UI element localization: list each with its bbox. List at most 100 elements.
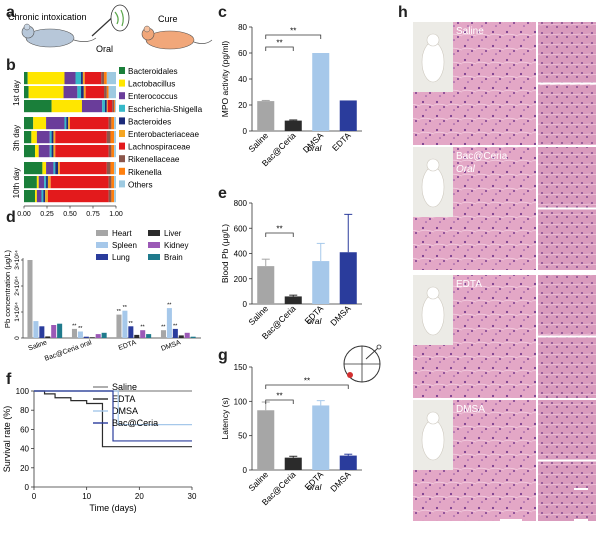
stacked-bar-segment <box>24 131 32 144</box>
bar <box>339 252 357 304</box>
category-label: Saline <box>246 469 270 493</box>
chronic-intoxication-label: Chronic intoxication <box>8 12 87 22</box>
stacked-bar-segment <box>42 162 47 175</box>
legend-swatch <box>119 104 125 112</box>
legend-label: Liver <box>164 229 182 238</box>
stacked-bar-segment <box>106 162 111 175</box>
panel-b-microbiome-chart: 0.00 0.25 0.50 0.75 1.00 Bacteroidales Lactob… <box>12 67 203 218</box>
stacked-bar-segment <box>44 176 47 189</box>
legend-label: Escherichia-Shigella <box>128 105 203 114</box>
mouse-body <box>421 419 445 461</box>
legend-swatch <box>119 167 125 175</box>
significance-label: ** <box>140 325 145 331</box>
legend-swatch <box>119 155 125 163</box>
significance-label: ** <box>72 323 77 329</box>
bar <box>122 310 128 338</box>
stacked-bar-segment <box>111 176 115 189</box>
stacked-bar-segment <box>104 72 107 85</box>
bar <box>184 332 190 338</box>
legend-label: Brain <box>164 253 183 262</box>
category-label: Saline <box>246 303 270 327</box>
panel-letter-e: e <box>218 185 227 202</box>
day-label: 3th day <box>12 125 21 151</box>
legend-label: Lactobacillus <box>128 80 175 89</box>
bar <box>83 336 89 338</box>
panel-f-survival-chart: 0 20 40 60 80 100 0 10 20 30 Time (days) Survival r… <box>2 382 197 513</box>
stacked-bar-segment <box>53 131 56 144</box>
bar <box>57 323 63 338</box>
legend-label: Bac@Ceria <box>112 418 158 428</box>
stacked-bar-segment <box>66 117 69 130</box>
y-tick-label: 200 <box>234 275 248 284</box>
stacked-bar-segment <box>114 145 116 158</box>
histology-label: Saline <box>456 26 484 37</box>
bar <box>128 326 134 338</box>
histology-zoom-image <box>538 147 596 208</box>
bar <box>312 261 330 304</box>
stacked-bar-segment <box>38 176 45 189</box>
stacked-bar-segment <box>108 145 112 158</box>
mouse-head <box>426 33 440 47</box>
legend-swatch <box>119 117 125 125</box>
bar <box>284 296 302 304</box>
stacked-bar-segment <box>81 100 103 113</box>
y-tick-label: 0 <box>243 466 248 475</box>
bar <box>45 336 51 338</box>
group-label: Saline <box>27 339 48 352</box>
y-tick-label: 0 <box>25 483 30 492</box>
stacked-bar-segment <box>24 145 36 158</box>
group-label: Bac@Ceria oral <box>44 339 93 363</box>
scale-bar <box>500 519 522 521</box>
scale-bar <box>574 519 588 521</box>
bar <box>172 328 178 338</box>
stacked-bar-segment <box>83 86 86 99</box>
stacked-bar-segment <box>50 176 109 189</box>
x-tick-label: 20 <box>135 492 144 501</box>
histology-label: EDTA <box>456 279 482 290</box>
legend-label: Lachnospiraceae <box>128 143 191 152</box>
legend-label: Kidney <box>164 241 188 250</box>
cured-mouse-icon <box>141 25 213 50</box>
x-tick-label: 30 <box>188 492 197 501</box>
x-tick-label: 10 <box>82 492 91 501</box>
stacked-bar-segment <box>55 131 107 144</box>
bar <box>160 330 166 338</box>
stacked-bar-segment <box>108 117 112 130</box>
legend-swatch <box>148 230 160 236</box>
stacked-bar-segment <box>53 162 56 175</box>
y-tick-label: 3×10¹⁴ <box>14 250 21 270</box>
day-label: 1st day <box>12 80 21 106</box>
legend-label: Enterobacteriaceae <box>128 130 199 139</box>
histology-zoom-image <box>538 337 596 398</box>
y-tick-label: 50 <box>238 432 247 441</box>
histology-zoom-image <box>538 400 596 460</box>
stacked-bar-segment <box>35 190 37 203</box>
cure-label: Cure <box>158 14 178 24</box>
stacked-bar-segment <box>114 162 116 175</box>
legend-swatch <box>96 254 108 260</box>
significance-bracket <box>265 384 349 389</box>
mouse-body <box>421 41 445 83</box>
legend-label: Others <box>128 180 153 189</box>
stacked-bar-segment <box>24 86 29 99</box>
significance-label: ** <box>167 303 172 309</box>
histology-label: Bac@Ceria <box>456 151 508 162</box>
stacked-bar-segment <box>106 72 116 85</box>
histology-zoom-image <box>538 84 596 145</box>
significance-label: ** <box>123 305 128 311</box>
bar <box>134 334 140 338</box>
bar <box>33 321 39 338</box>
stacked-bar-segment <box>46 117 65 130</box>
x-tick-label: 0.50 <box>63 211 77 218</box>
x-tick-label: 1.00 <box>109 211 123 218</box>
stacked-bar-segment <box>38 145 50 158</box>
y-tick-label: 80 <box>20 406 29 415</box>
panel-letter-g: g <box>218 347 228 364</box>
oral-sublabel: oral <box>307 482 322 492</box>
stacked-bar-segment <box>114 100 116 113</box>
oral-capsule-icon <box>91 4 130 37</box>
x-tick-label: 0 <box>32 492 37 501</box>
x-tick-label: 0.00 <box>17 211 31 218</box>
stacked-bar-segment <box>104 86 107 99</box>
